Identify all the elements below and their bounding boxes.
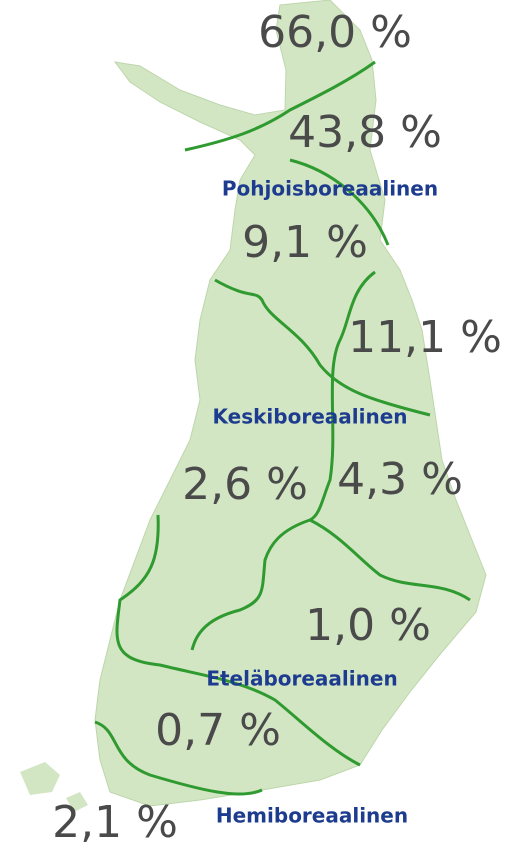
- percentage-label: 2,1 %: [52, 797, 178, 848]
- island: [20, 762, 60, 795]
- island: [66, 792, 88, 812]
- zone-label: Pohjoisboreaalinen: [222, 177, 438, 201]
- percentage-label: 4,3 %: [337, 454, 463, 505]
- zone-label: Hemiboreaalinen: [216, 804, 408, 828]
- country-shape: [94, 0, 487, 807]
- zone-border: [289, 158, 390, 246]
- percentage-label: 43,8 %: [288, 107, 442, 158]
- zone-border: [94, 720, 263, 796]
- zone-border: [214, 278, 431, 417]
- percentage-label: 9,1 %: [242, 217, 368, 268]
- zone-label: Keskiboreaalinen: [213, 405, 408, 429]
- zone-border: [184, 60, 376, 152]
- zone-border: [309, 518, 471, 602]
- zone-border: [190, 270, 376, 651]
- percentage-label: 2,6 %: [182, 459, 308, 510]
- zone-border: [115, 514, 361, 767]
- zone-label: Eteläboreaalinen: [206, 667, 397, 691]
- percentage-label: 1,0 %: [305, 600, 431, 651]
- percentage-label: 11,1 %: [348, 312, 502, 363]
- percentage-label: 0,7 %: [155, 705, 281, 756]
- percentage-label: 66,0 %: [258, 7, 412, 58]
